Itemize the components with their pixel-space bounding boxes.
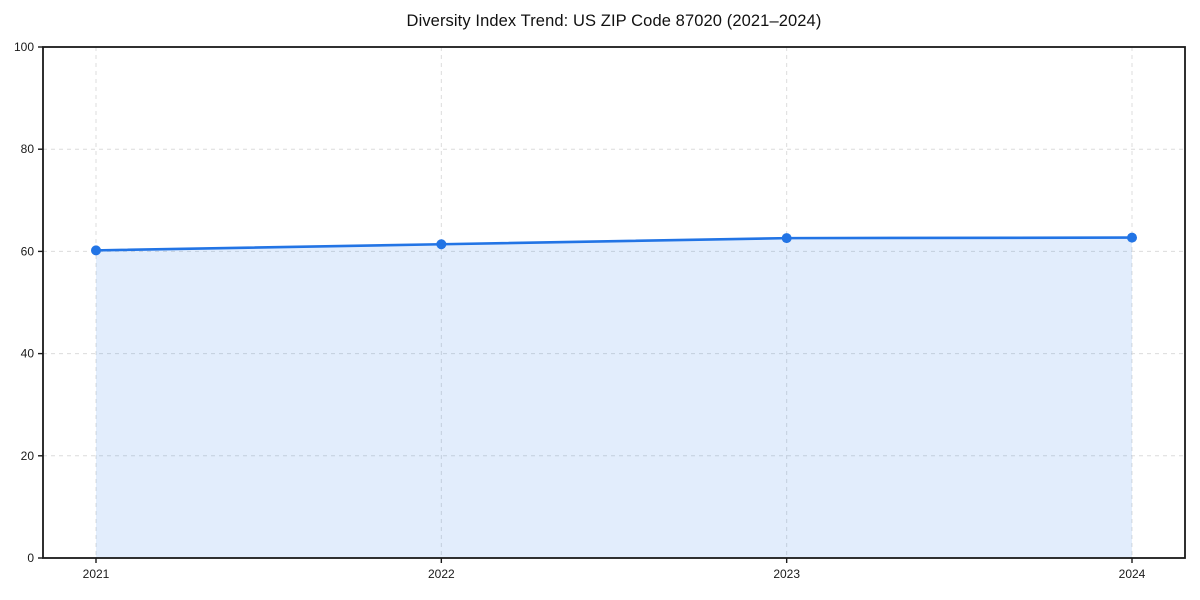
y-tick-label: 0	[27, 551, 34, 565]
plot-border	[42, 46, 1186, 559]
data-point-marker	[781, 233, 792, 244]
data-point-marker	[436, 239, 447, 250]
y-axis: 0 20 40 60 80 100	[14, 40, 43, 565]
y-tick-label: 60	[21, 244, 35, 258]
y-tick-label: 20	[21, 449, 35, 463]
y-tick-label: 100	[14, 40, 34, 54]
x-tick-label: 2021	[83, 567, 110, 581]
data-point-marker	[91, 245, 101, 256]
data-markers	[91, 232, 1137, 256]
trend-line	[94, 236, 1134, 252]
x-tick-label: 2023	[773, 567, 800, 581]
data-point-marker	[1127, 232, 1137, 243]
x-axis: 2021 2022 2023 2024	[83, 558, 1146, 581]
x-tick-label: 2024	[1119, 567, 1146, 581]
y-tick-label: 80	[21, 142, 35, 156]
x-tick-label: 2022	[428, 567, 455, 581]
y-tick-label: 40	[21, 347, 35, 361]
area-fill	[96, 237, 1132, 558]
chart-title: Diversity Index Trend: US ZIP Code 87020…	[406, 12, 822, 30]
